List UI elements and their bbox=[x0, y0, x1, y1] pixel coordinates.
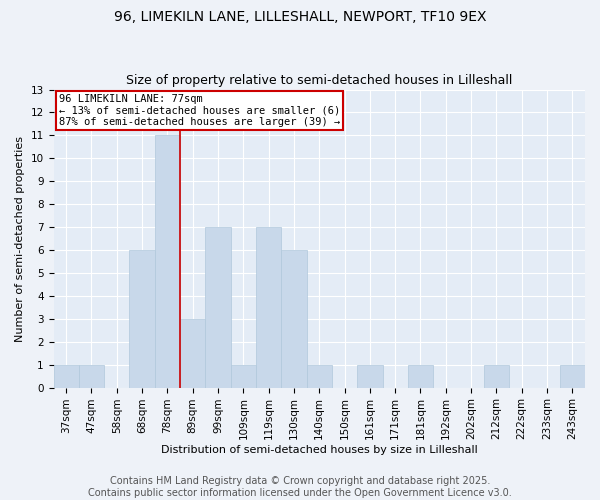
Bar bbox=[281, 250, 307, 388]
Bar bbox=[130, 250, 155, 388]
Bar bbox=[408, 364, 433, 388]
Text: 96 LIMEKILN LANE: 77sqm
← 13% of semi-detached houses are smaller (6)
87% of sem: 96 LIMEKILN LANE: 77sqm ← 13% of semi-de… bbox=[59, 94, 340, 127]
Bar bbox=[484, 364, 509, 388]
X-axis label: Distribution of semi-detached houses by size in Lilleshall: Distribution of semi-detached houses by … bbox=[161, 445, 478, 455]
Bar bbox=[357, 364, 383, 388]
Y-axis label: Number of semi-detached properties: Number of semi-detached properties bbox=[15, 136, 25, 342]
Bar bbox=[205, 227, 230, 388]
Bar bbox=[79, 364, 104, 388]
Bar bbox=[180, 319, 205, 388]
Bar bbox=[560, 364, 585, 388]
Bar bbox=[53, 364, 79, 388]
Bar bbox=[256, 227, 281, 388]
Text: 96, LIMEKILN LANE, LILLESHALL, NEWPORT, TF10 9EX: 96, LIMEKILN LANE, LILLESHALL, NEWPORT, … bbox=[114, 10, 486, 24]
Bar bbox=[155, 136, 180, 388]
Title: Size of property relative to semi-detached houses in Lilleshall: Size of property relative to semi-detach… bbox=[126, 74, 512, 87]
Text: Contains HM Land Registry data © Crown copyright and database right 2025.
Contai: Contains HM Land Registry data © Crown c… bbox=[88, 476, 512, 498]
Bar bbox=[307, 364, 332, 388]
Bar bbox=[230, 364, 256, 388]
